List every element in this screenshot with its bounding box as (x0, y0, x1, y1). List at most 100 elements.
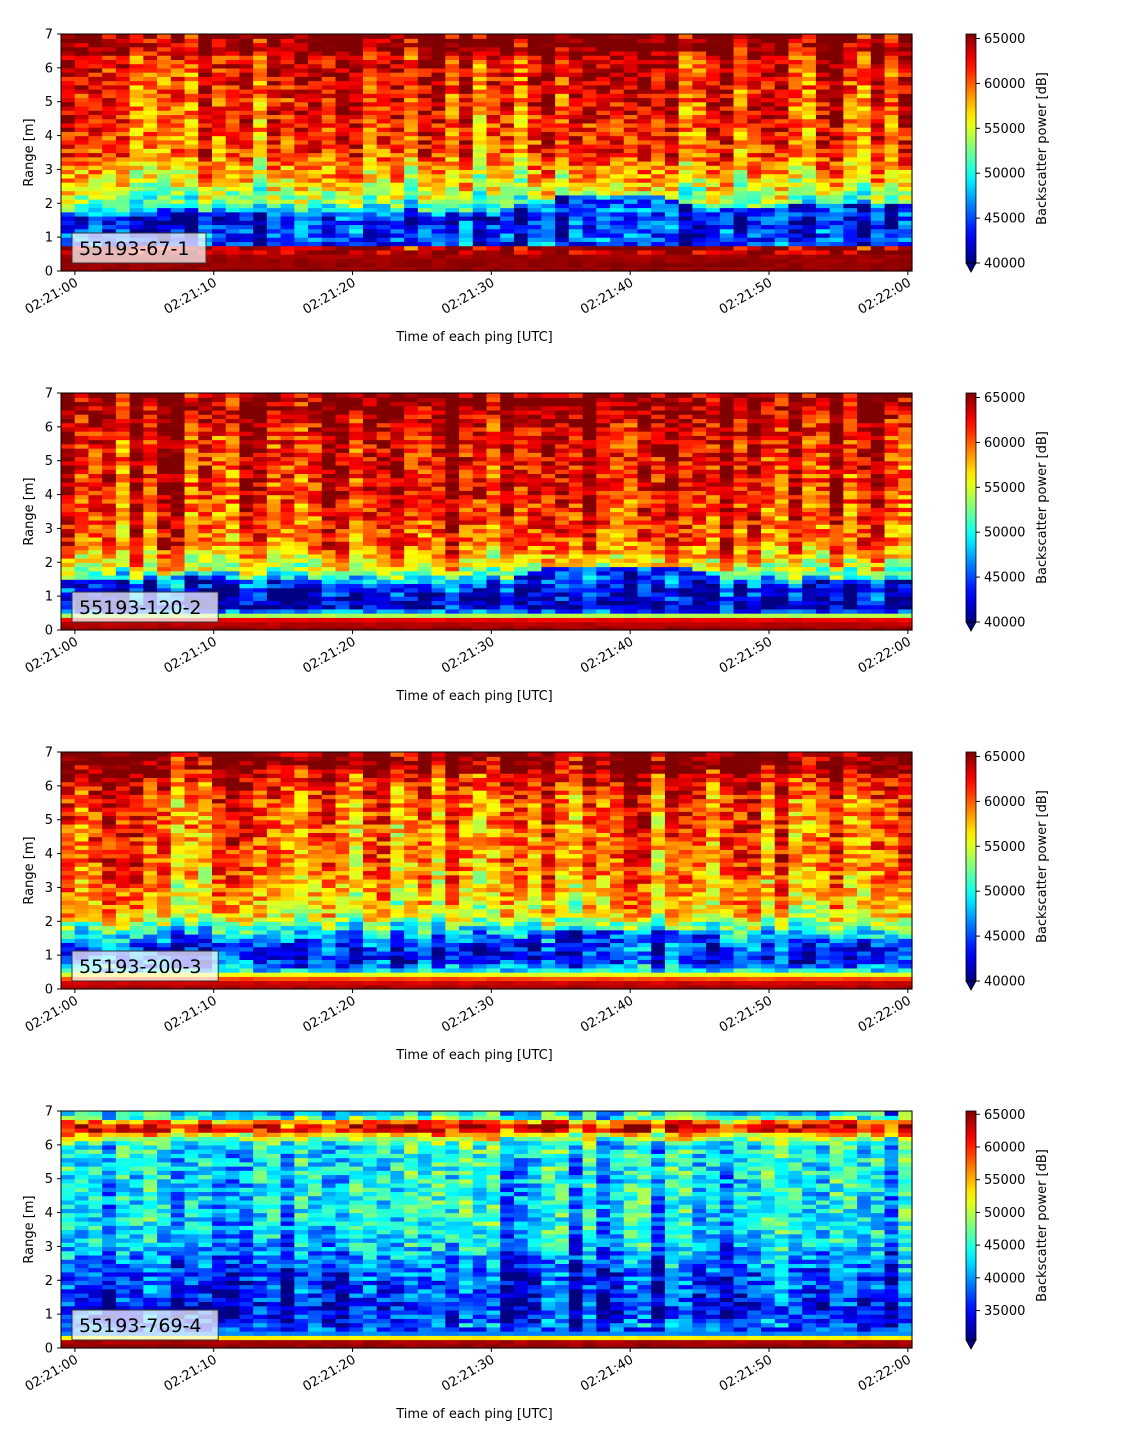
heatmap-cell (294, 169, 309, 175)
heatmap-cell (761, 266, 776, 272)
heatmap-cell (857, 160, 872, 166)
heatmap-cell (870, 199, 886, 204)
heatmap-cell (390, 435, 405, 441)
heatmap-cell (225, 469, 241, 475)
heatmap-cell (459, 169, 474, 175)
heatmap-cell (390, 211, 405, 217)
heatmap-cell (362, 89, 378, 94)
heatmap-cell (61, 42, 76, 48)
heatmap-cell (88, 59, 103, 65)
heatmap-cell (294, 549, 309, 555)
heatmap-cell (459, 144, 474, 149)
heatmap-cell (719, 173, 735, 179)
heatmap-cell (472, 182, 488, 187)
heatmap-cell (88, 135, 103, 141)
heatmap-cell (870, 127, 886, 132)
heatmap-cell (404, 498, 419, 504)
heatmap-cell (184, 156, 199, 162)
heatmap-cell (280, 59, 295, 65)
heatmap-cell (376, 448, 392, 453)
heatmap-cell (541, 199, 556, 204)
heatmap-cell (225, 443, 241, 449)
heatmap-cell (596, 249, 611, 255)
heatmap-cell (692, 38, 707, 44)
heatmap-cell (857, 148, 872, 154)
heatmap-cell (198, 439, 213, 445)
heatmap-cell (294, 135, 309, 141)
heatmap-cell (788, 245, 803, 251)
heatmap-cell (472, 63, 488, 69)
heatmap-cell (143, 401, 158, 407)
heatmap-cell (761, 76, 776, 82)
heatmap-cell (898, 211, 913, 217)
heatmap-cell (651, 139, 666, 145)
heatmap-cell (129, 511, 144, 517)
heatmap-cell (390, 558, 405, 563)
heatmap-cell (308, 93, 323, 99)
heatmap-cell (541, 262, 556, 268)
heatmap-cell (335, 600, 350, 606)
heatmap-cell (184, 194, 199, 200)
heatmap-cell (335, 477, 350, 483)
heatmap-cell (623, 114, 639, 120)
heatmap-cell (596, 55, 611, 60)
heatmap-cell (472, 249, 488, 255)
heatmap-cell (445, 97, 460, 103)
heatmap-cell (225, 435, 241, 441)
heatmap-cell (129, 515, 144, 521)
heatmap-cell (280, 262, 295, 268)
heatmap-cell (239, 254, 254, 259)
heatmap-cell (802, 199, 817, 204)
heatmap-cell (815, 80, 831, 86)
heatmap-cell (211, 135, 227, 141)
heatmap-cell (541, 207, 556, 213)
heatmap-cell (266, 541, 282, 546)
heatmap-cell (266, 431, 282, 436)
heatmap-cell (390, 477, 405, 483)
heatmap-cell (253, 173, 268, 179)
heatmap-cell (637, 42, 652, 48)
heatmap-cell (74, 207, 90, 213)
heatmap-cell (335, 574, 350, 580)
heatmap-cell (335, 524, 350, 530)
heatmap-cell (253, 524, 268, 530)
heatmap-cell (225, 156, 241, 162)
heatmap-cell (870, 72, 886, 77)
heatmap-cell (733, 89, 748, 94)
heatmap-cell (253, 215, 268, 221)
heatmap-cell (568, 101, 584, 107)
heatmap-cell (211, 262, 227, 268)
heatmap-cell (747, 127, 762, 132)
heatmap-cell (486, 144, 501, 149)
heatmap-cell (500, 232, 515, 238)
heatmap-cell (527, 182, 543, 187)
heatmap-cell (239, 469, 254, 475)
heatmap-cell (321, 486, 337, 491)
heatmap-cell (527, 207, 543, 213)
heatmap-cell (829, 249, 844, 255)
heatmap-cell (610, 139, 625, 145)
heatmap-cell (253, 50, 268, 56)
heatmap-cell (719, 186, 735, 192)
heatmap-cell (651, 118, 666, 124)
heatmap-cell (651, 67, 666, 73)
heatmap-cell (157, 426, 172, 432)
heatmap-cell (870, 215, 886, 221)
heatmap-cell (706, 127, 721, 132)
heatmap-cell (184, 418, 199, 424)
heatmap-cell (280, 224, 295, 230)
heatmap-cell (706, 199, 721, 204)
heatmap-cell (472, 139, 488, 145)
heatmap-cell (692, 72, 707, 77)
heatmap-cell (761, 207, 776, 213)
heatmap-cell (802, 262, 817, 268)
heatmap-cell (280, 596, 295, 601)
heatmap-cell (459, 101, 474, 107)
heatmap-cell (486, 93, 501, 99)
heatmap-cell (445, 160, 460, 166)
heatmap-cell (692, 203, 707, 209)
heatmap-cell (431, 72, 446, 77)
heatmap-cell (843, 215, 858, 221)
heatmap-cell (102, 131, 117, 137)
heatmap-cell (610, 254, 625, 259)
